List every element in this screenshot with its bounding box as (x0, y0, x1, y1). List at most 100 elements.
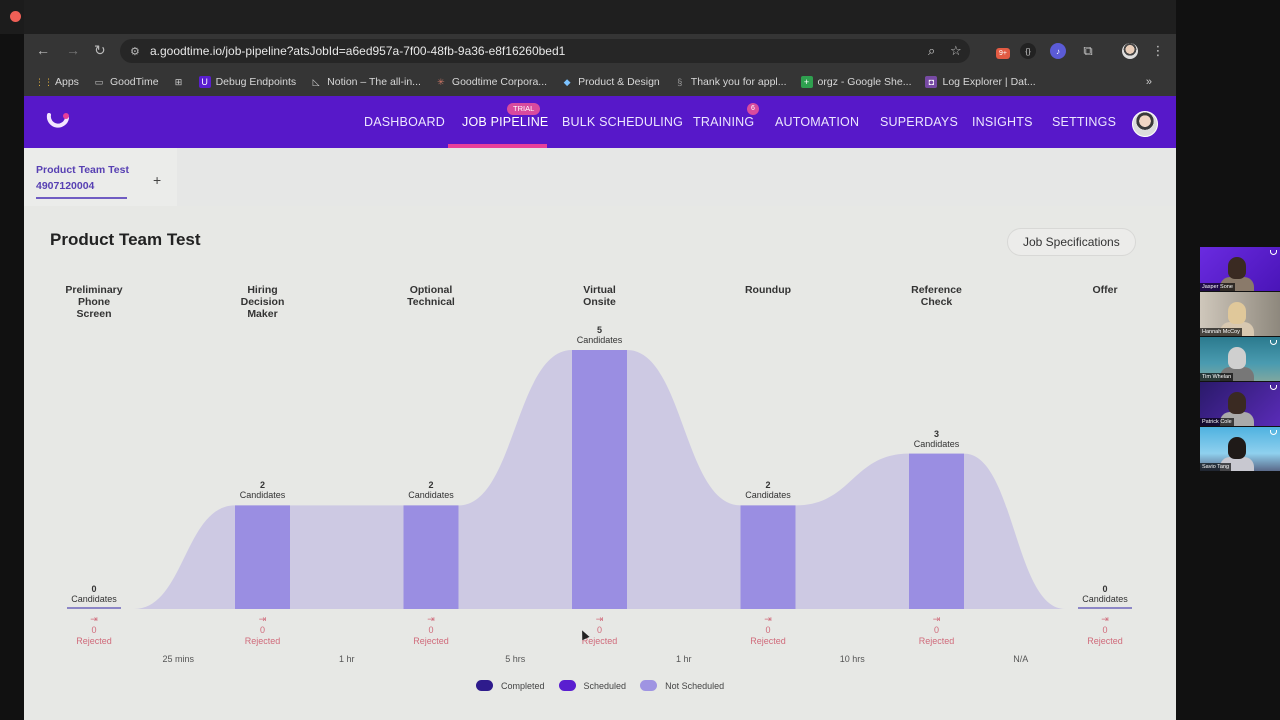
bookmark-label: Goodtime Corpora... (451, 76, 548, 88)
bookmark-item[interactable]: + orgz - Google She... (800, 76, 911, 88)
nav-item-superdays[interactable]: SUPERDAYS (880, 115, 958, 129)
rejected-counter[interactable]: ⇥ 0 Rejected (738, 614, 798, 647)
candidate-count-label[interactable]: 2 Candidates (223, 480, 303, 500)
stage-bar[interactable] (403, 505, 459, 609)
rejected-count: 0 (259, 625, 265, 635)
rejected-exit-icon: ⇥ (932, 614, 941, 624)
stage-bar[interactable] (572, 350, 627, 609)
browser-menu-icon[interactable]: ⋮ (1151, 43, 1165, 58)
candidate-count-label[interactable]: 0 Candidates (1065, 584, 1145, 604)
close-window-button[interactable] (10, 11, 21, 22)
bookmark-item[interactable]: ◺ Notion – The all-in... (310, 76, 421, 88)
candidate-count: 0 (91, 584, 97, 594)
pipeline-chart (134, 350, 1065, 609)
stage-label-line: Onsite (583, 296, 616, 308)
bookmark-item[interactable]: U Debug Endpoints (198, 76, 297, 88)
page-title: Product Team Test (50, 230, 201, 249)
legend-label: Not Scheduled (665, 680, 725, 691)
user-avatar[interactable] (1132, 111, 1158, 137)
nav-item-training[interactable]: TRAINING (693, 115, 755, 129)
rejected-counter[interactable]: ⇥ 0 Rejected (907, 614, 967, 647)
nav-item-settings[interactable]: SETTINGS (1052, 115, 1117, 129)
candidate-count-label[interactable]: 0 Candidates (54, 584, 134, 604)
json-extension-icon[interactable]: {} (1020, 43, 1036, 59)
job-tab-id: 4907120004 (36, 180, 95, 192)
rejected-count: 0 (765, 625, 771, 635)
bookmark-star-icon[interactable]: ☆ (950, 43, 962, 58)
bookmark-item[interactable]: ▭ GoodTime (93, 76, 159, 88)
forward-arrow-icon[interactable]: → (66, 42, 80, 58)
bookmarks-bar: ⋮⋮ Apps ▭ GoodTime ⊞ U Debug Endpoints ◺ Notion … (24, 68, 1176, 96)
stage-transition-duration: 10 hrs (839, 654, 865, 664)
participant-video (1228, 302, 1246, 324)
bookmark-item[interactable]: ✳ Goodtime Corpora... (435, 76, 547, 88)
candidate-count-label[interactable]: 2 Candidates (728, 480, 808, 500)
rejected-exit-icon: ⇥ (1101, 614, 1109, 624)
candidate-count-label[interactable]: 3 Candidates (897, 429, 977, 449)
profile-avatar[interactable] (1122, 43, 1138, 59)
rejected-counter[interactable]: ⇥ 0 Rejected (570, 614, 630, 647)
reload-icon[interactable]: ↻ (94, 42, 106, 58)
candidate-count: 5 (596, 325, 602, 335)
add-job-tab-button[interactable]: + (153, 172, 162, 188)
rejected-counter[interactable]: ⇥ 0 Rejected (401, 614, 461, 647)
address-bar[interactable]: ⚙ a.goodtime.io/job-pipeline?atsJobId=a6… (120, 39, 970, 63)
goodtime-logo[interactable] (44, 110, 72, 132)
candidate-count: 2 (428, 480, 434, 491)
bookmark-label: Log Explorer | Dat... (942, 76, 1036, 88)
bookmark-item[interactable]: § Thank you for appl... (674, 76, 786, 88)
stage-label: Virtual Onsite (540, 284, 660, 308)
legend-item-completed: Completed (476, 680, 545, 691)
candidate-count-label[interactable]: 2 Candidates (391, 480, 471, 500)
nav-item-bulk-scheduling[interactable]: BULK SCHEDULING (562, 115, 684, 129)
rejected-counter[interactable]: ⇥ 0 Rejected (233, 614, 293, 647)
grid-icon: ⊞ (174, 76, 183, 87)
job-specifications-button[interactable]: Job Specifications (1007, 228, 1136, 256)
rejected-counter[interactable]: ⇥ 0 Rejected (64, 614, 124, 647)
goodtime-logo (1270, 430, 1277, 435)
video-tile[interactable]: Hannah McCoy (1200, 292, 1280, 336)
extension-badge-icon[interactable]: 9+ (996, 48, 1010, 59)
stage-bar[interactable] (235, 505, 290, 609)
nav-item-job-pipeline[interactable]: JOB PIPELINE (462, 115, 549, 129)
rejected-label: Rejected (244, 636, 281, 646)
nav-item-automation[interactable]: AUTOMATION (775, 115, 860, 129)
stage-transition-duration: N/A (1013, 654, 1029, 664)
stage-label-line: Reference (911, 284, 962, 296)
rejected-counter[interactable]: ⇥ 0 Rejected (1075, 614, 1135, 647)
site-info-icon[interactable]: ⚙ (130, 45, 140, 58)
bookmark-item[interactable]: ⊞ (173, 76, 185, 88)
candidate-count-label[interactable]: 5 Candidates (560, 325, 640, 345)
extension-icon[interactable]: ♪ (1050, 43, 1066, 59)
participant-video (1228, 257, 1246, 279)
video-tile[interactable]: Tim Whelan (1200, 337, 1280, 381)
bookmark-item[interactable]: ◆ Product & Design (561, 76, 660, 88)
stage-transition-duration: 5 hrs (505, 654, 526, 664)
nav-item-insights[interactable]: INSIGHTS (972, 115, 1033, 129)
video-tile[interactable]: Savio Tang (1200, 427, 1280, 471)
bookmark-item[interactable]: ⋮⋮ Apps (35, 76, 79, 88)
diamond-icon: ◆ (563, 76, 571, 87)
zoom-icon[interactable]: ⌕ (928, 43, 936, 58)
stage-bar[interactable] (909, 453, 964, 609)
video-tile[interactable]: Patrick Cole (1200, 382, 1280, 426)
bookmarks-overflow-icon[interactable]: » (1145, 76, 1152, 88)
stage-bar[interactable] (740, 505, 796, 609)
candidate-count: 2 (259, 480, 265, 491)
stage-label: Preliminary Phone Screen (34, 284, 154, 320)
extensions-puzzle-icon[interactable]: ⧉ (1083, 43, 1093, 58)
job-tab-product-team-test[interactable]: Product Team Test 4907120004 (24, 148, 177, 206)
bookmark-item[interactable]: ◘ Log Explorer | Dat... (925, 76, 1036, 88)
candidates-word: Candidates (239, 490, 286, 501)
nav-item-dashboard[interactable]: DASHBOARD (364, 115, 445, 129)
bookmark-label: Debug Endpoints (215, 76, 297, 88)
app-nav-bar: DASHBOARD JOB PIPELINE BULK SCHEDULING TRAI… (24, 96, 1176, 148)
stage-label-line: Decision (240, 296, 285, 308)
pipeline-content: Product Team Test Job Specifications Pre… (24, 206, 1176, 720)
url-text[interactable]: a.goodtime.io/job-pipeline?atsJobId=a6ed… (150, 44, 566, 58)
rejected-label: Rejected (581, 636, 618, 646)
back-arrow-icon[interactable]: ← (36, 42, 50, 58)
video-tile[interactable]: Jasper Sone (1200, 247, 1280, 291)
notion-icon: ◺ (312, 76, 320, 87)
